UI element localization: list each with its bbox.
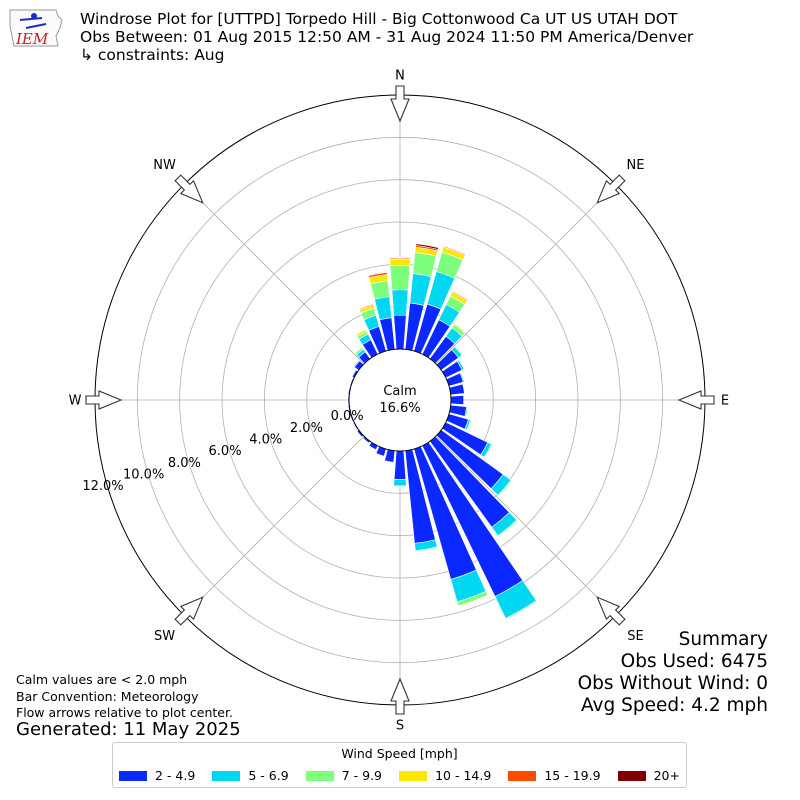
bar-350-bin-2: [370, 280, 390, 300]
plot-constraints: ↳ constraints: Aug: [80, 46, 225, 64]
bar-170-bin-2: [414, 546, 438, 553]
axis-labels: N NE E SE S SW W NW 0.0% 2.0% 4.0% 6.0% 8.0% 10.0%12.…: [69, 69, 730, 734]
grid-spoke-ne: [435, 184, 616, 365]
summary-obs-without-wind: Obs Without Wind: 0: [577, 673, 768, 694]
compass-label-n: N: [395, 69, 405, 84]
bar-60-bin-1: [456, 359, 465, 371]
bar-90-bin-0: [450, 395, 464, 405]
legend-label-0: 2 - 4.9: [155, 768, 196, 783]
bar-350-bin-1: [374, 296, 392, 321]
flow-arrow-w: [85, 390, 123, 410]
legend-label-3: 10 - 14.9: [435, 768, 492, 783]
bar-0-bin-1: [391, 289, 409, 316]
bar-0-bin-3: [389, 258, 411, 267]
bar-0-bin-2: [389, 265, 411, 291]
convention-note: Bar Convention: Meteorology: [16, 689, 199, 704]
grid-spoke-nw: [184, 184, 365, 365]
plot-title: Windrose Plot for [UTTPD] Torpedo Hill -…: [80, 10, 678, 28]
bar-100-bin-1: [464, 406, 468, 418]
compass-label-nw: NW: [153, 158, 176, 173]
bar-310-bin-1: [353, 359, 361, 368]
radial-tick-2: 2.0%: [290, 421, 323, 436]
legend-swatch-2: [305, 770, 334, 781]
bar-10-bin-2: [412, 252, 437, 278]
legend-swatch-0: [119, 770, 147, 781]
bar-30-bin-5: [452, 290, 469, 301]
bar-120-bin-2: [483, 443, 494, 459]
generated-date: Generated: 11 May 2025: [16, 719, 241, 740]
iem-logo: IEM: [6, 6, 64, 52]
bar-10-bin-5: [415, 243, 439, 250]
legend-swatch-4: [508, 770, 537, 781]
legend-swatch-1: [212, 770, 241, 781]
compass-label-sw: SW: [154, 629, 175, 644]
bar-190-bin-0: [384, 449, 396, 463]
bar-80-bin-0: [449, 383, 465, 396]
bar-130-bin-2: [497, 479, 513, 497]
bar-70-bin-1: [459, 372, 465, 383]
bar-330-bin-5: [355, 328, 367, 336]
legend-label-2: 7 - 9.9: [341, 768, 383, 783]
bar-110-bin-2: [466, 419, 472, 431]
radial-tick-0: 0.0%: [331, 409, 364, 424]
flow-arrow-ne: [596, 174, 626, 204]
legend-item-2: 7 - 9.9: [305, 768, 383, 783]
compass-label-se: SE: [627, 629, 643, 644]
flow-arrow-n: [390, 85, 410, 123]
bar-180-bin-0: [393, 450, 407, 480]
calm-circle: [348, 348, 452, 452]
legend-item-0: 2 - 4.9: [119, 768, 195, 783]
bar-150-bin-2: [505, 600, 538, 620]
legend-swatch-5: [617, 770, 646, 781]
flow-arrow-s: [390, 677, 410, 715]
legend-swatch-3: [399, 770, 428, 781]
flow-arrow-sw: [174, 596, 204, 626]
calm-value: 16.6%: [379, 401, 420, 416]
compass-label-e: E: [721, 394, 729, 409]
radial-tick-8: 8.0%: [168, 456, 201, 471]
compass-label-s: S: [396, 719, 404, 734]
flow-arrow-se: [596, 596, 626, 626]
plot-period: Obs Between: 01 Aug 2015 12:50 AM - 31 A…: [80, 28, 694, 46]
bar-350-bin-5: [368, 271, 388, 277]
bar-160-bin-2: [456, 590, 489, 607]
bar-20-bin-5: [443, 245, 467, 255]
summary-avg-speed: Avg Speed: 4.2 mph: [580, 695, 768, 716]
summary-heading: Summary: [678, 629, 768, 650]
summary-obs-used: Obs Used: 6475: [620, 651, 768, 672]
calm-note: Calm values are < 2.0 mph: [16, 672, 188, 687]
legend-label-1: 5 - 6.9: [248, 768, 289, 783]
legend-item-3: 10 - 14.9: [399, 768, 491, 783]
bar-50-bin-2: [454, 345, 464, 356]
calm-label: Calm: [383, 384, 416, 399]
legend-item-5: 20+: [617, 768, 680, 783]
bar-180-bin-1: [393, 479, 407, 487]
bar-0-bin-0: [393, 314, 407, 350]
bar-320-bin-2: [354, 347, 364, 356]
legend-item-4: 15 - 19.9: [508, 768, 601, 783]
flow-arrow-nw: [174, 174, 204, 204]
radial-tick-10: 10.0%: [123, 468, 164, 483]
radial-tick-12: 12.0%: [82, 479, 123, 494]
bar-40-bin-3: [454, 323, 467, 334]
legend-label-4: 15 - 19.9: [544, 768, 601, 783]
grid-spoke-sw: [184, 435, 365, 616]
bar-140-bin-2: [497, 519, 518, 538]
radial-tick-4: 4.0%: [249, 432, 282, 447]
logo-text: IEM: [15, 30, 49, 48]
legend-item-1: 5 - 6.9: [212, 768, 289, 783]
flow-arrow-e: [677, 390, 715, 410]
compass-label-ne: NE: [626, 158, 644, 173]
radial-tick-6: 6.0%: [209, 444, 242, 459]
compass-label-w: W: [69, 394, 82, 409]
bar-340-bin-5: [358, 303, 374, 310]
grid-spoke-se: [435, 435, 616, 616]
bar-0-bin-5: [389, 257, 411, 259]
legend-title: Wind Speed [mph]: [341, 746, 458, 761]
legend: Wind Speed [mph] 2 - 4.9 5 - 6.9 7 - 9.9 10…: [112, 742, 687, 788]
arrow-note: Flow arrows relative to plot center.: [16, 705, 233, 720]
legend-items: 2 - 4.9 5 - 6.9 7 - 9.9 10 - 14.9 15 - 19.9 2…: [119, 768, 680, 783]
legend-label-5: 20+: [653, 768, 680, 783]
